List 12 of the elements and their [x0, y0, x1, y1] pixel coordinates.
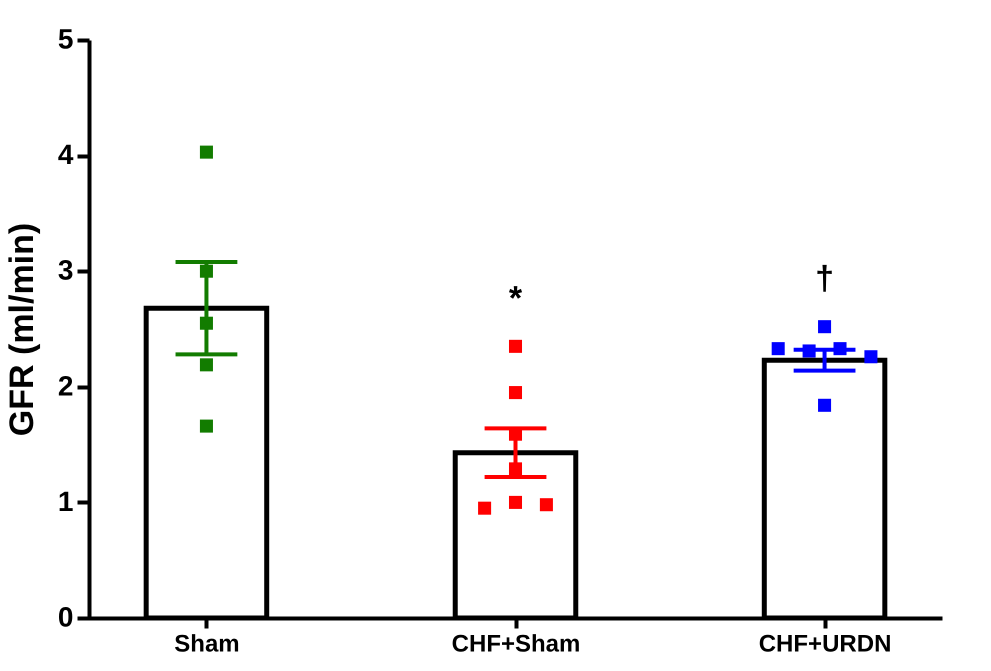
y-tick-label: 3 [58, 254, 74, 286]
y-tick-label: 5 [58, 24, 74, 54]
y-tick-label: 0 [58, 602, 74, 632]
annotation: * [508, 279, 523, 318]
y-axis-title: GFR (ml/min) [2, 222, 41, 436]
x-tick-label: Sham [174, 630, 240, 658]
annotation: † [815, 260, 834, 298]
y-tick-label: 4 [58, 139, 74, 170]
x-tick-label: CHF+Sham [452, 630, 580, 658]
x-tick-label: CHF+URDN [758, 630, 892, 658]
y-tick-label: 1 [58, 486, 74, 517]
y-tick-label: 2 [58, 370, 74, 402]
